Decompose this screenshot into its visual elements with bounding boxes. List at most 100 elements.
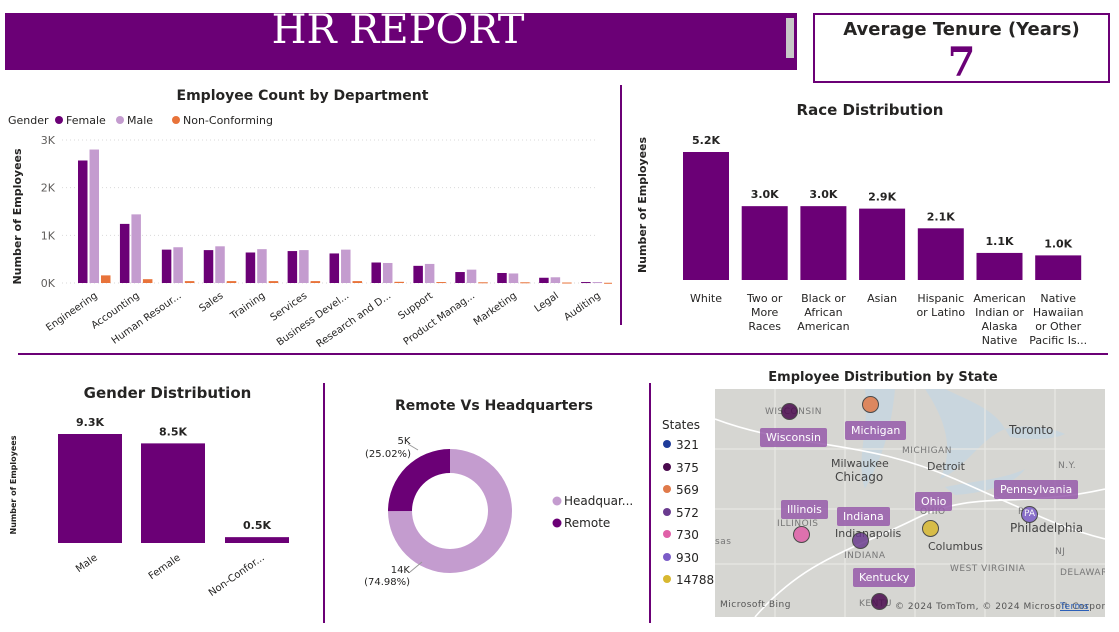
gender-category-label-3: Non-Confor... (207, 552, 267, 598)
remote-slice-headquarters (388, 449, 512, 573)
vertical-divider-bottom-right (649, 383, 651, 623)
map-state-label-2[interactable]: Michigan (845, 421, 907, 440)
race-category-label-7: Hawaiian (1033, 306, 1084, 319)
map-legend-label: 375 (676, 460, 699, 475)
race-ylabel: Number of Employees (636, 137, 649, 274)
dept-bar-1-1 (78, 160, 88, 283)
map-legend-label: 321 (676, 438, 699, 452)
dept-bar-1-8 (371, 262, 381, 283)
map-legend-title: States (662, 418, 701, 432)
map-legend-item-4[interactable]: 572 (663, 506, 699, 520)
dept-chart-title: Employee Count by Department (176, 88, 429, 104)
race-category-label-6: Alaska (982, 320, 1018, 333)
race-category-label-3: American (797, 320, 849, 333)
map-legend-swatch (663, 485, 671, 493)
race-category-label-6: Indian or (975, 306, 1024, 319)
map-terms-link[interactable]: Terms (1060, 602, 1090, 612)
race-data-label-2: 3.0K (751, 188, 779, 201)
dept-bar-1-10 (455, 272, 465, 283)
dept-bar-3-10 (478, 282, 488, 284)
map-state-label-1[interactable]: Wisconsin (760, 428, 827, 447)
gender-bar-1 (58, 434, 122, 543)
dept-bar-1-4 (203, 250, 214, 283)
race-bar-4 (859, 208, 906, 280)
race-chart: Number of Employees 5.2K White 3.0K Two orMo… (636, 134, 1087, 347)
map-state-bubble-7[interactable] (871, 593, 888, 610)
race-category-label-3: African (804, 306, 842, 319)
map-city-label: Philadelphia (1010, 521, 1084, 535)
dept-bar-1-3 (161, 249, 172, 283)
map-region-label: DELAWAR (1060, 568, 1105, 578)
map-city-label: Milwaukee (831, 457, 889, 470)
dept-category-label: Training (228, 290, 267, 322)
map-legend-label: 572 (676, 505, 699, 520)
report-banner (5, 13, 797, 70)
dept-bar-2-12 (550, 277, 561, 283)
dept-bar-2-5 (257, 249, 267, 283)
state-map[interactable]: WISCONSINMICHIGANILLINOISINDIANAOHIOWEST… (715, 389, 1105, 617)
dept-ytick-label: 2K (41, 182, 56, 195)
map-city-label: Indianapolis (835, 527, 902, 540)
race-category-label-7: Pacific Is... (1029, 334, 1087, 347)
gender-ylabel: Number of Employees (9, 435, 18, 534)
map-city-label: Chicago (835, 470, 884, 484)
map-legend-item-1[interactable]: 321 (663, 438, 699, 452)
dept-category-label: Auditing (562, 290, 602, 323)
race-bar-2 (741, 206, 788, 280)
map-state-bubble-4[interactable] (852, 532, 869, 549)
report-title: HR REPORT (271, 7, 525, 53)
map-city-label: Detroit (927, 460, 965, 473)
map-state-bubble-1[interactable] (781, 403, 798, 420)
map-state-label-7[interactable]: Kentucky (853, 568, 916, 587)
gender-data-label-1: 9.3K (76, 416, 104, 429)
map-legend-item-7[interactable]: 14788 (663, 573, 714, 587)
map-state-bubble-6[interactable]: PA (1021, 506, 1038, 523)
map-legend-swatch (663, 575, 671, 583)
dept-bar-2-11 (508, 273, 519, 283)
remote-legend-swatch-1 (552, 496, 562, 506)
dept-bar-2-2 (131, 214, 141, 283)
dept-bar-1-12 (539, 277, 549, 283)
dept-ytick-label: 0K (41, 277, 56, 290)
banner-scroll-handle[interactable] (786, 18, 794, 58)
remote-leader-line (407, 443, 419, 451)
dept-chart: Gender Female Male Non-Conforming 0K 1K 2K 3K Nu… (8, 114, 612, 350)
remote-percent-label: (25.02%) (365, 449, 411, 460)
race-category-label-6: American (973, 292, 1025, 305)
map-legend-item-5[interactable]: 730 (663, 528, 699, 542)
dept-bar-2-8 (382, 262, 393, 283)
dept-bar-2-7 (341, 249, 351, 283)
map-state-bubble-3[interactable] (793, 526, 810, 543)
dept-legend-title: Gender (8, 114, 49, 127)
gender-bar-3 (225, 537, 289, 543)
dept-category-label: Legal (533, 290, 561, 314)
dept-bar-3-11 (520, 282, 530, 284)
dept-bar-3-1 (101, 275, 111, 283)
map-legend-item-3[interactable]: 569 (663, 483, 699, 497)
remote-chart-title: Remote Vs Headquarters (394, 398, 594, 414)
dept-legend-label-3: Non-Conforming (183, 114, 273, 127)
map-state-bubble-2[interactable] (862, 396, 879, 413)
map-state-label-3[interactable]: Illinois (781, 500, 828, 519)
map-region-label: MICHIGAN (902, 446, 952, 456)
dept-bar-3-2 (142, 279, 153, 283)
dept-bar-1-9 (413, 265, 423, 283)
map-city-label: Columbus (928, 540, 983, 553)
gender-chart-title: Gender Distribution (83, 384, 252, 402)
dept-bar-3-8 (394, 281, 404, 283)
map-legend-item-2[interactable]: 375 (663, 461, 699, 475)
map-state-label-5[interactable]: Ohio (915, 492, 953, 511)
gender-chart: Number of Employees 9.3K Male 8.5K Female 0.5… (9, 416, 289, 599)
race-category-label-7: or Other (1035, 320, 1081, 333)
average-tenure-value: 7 (947, 39, 976, 86)
dept-bar-3-13 (604, 282, 612, 284)
gender-bar-2 (141, 443, 205, 543)
map-state-bubble-5[interactable] (922, 520, 939, 537)
map-state-label-4[interactable]: Indiana (837, 507, 890, 526)
race-data-label-4: 2.9K (868, 191, 896, 204)
dept-bar-1-2 (119, 223, 130, 283)
map-state-label-6[interactable]: Pennsylvania (994, 480, 1079, 499)
race-bar-3 (800, 206, 847, 280)
map-legend-item-6[interactable]: 930 (663, 551, 699, 565)
dept-legend-swatch-1 (55, 116, 63, 124)
